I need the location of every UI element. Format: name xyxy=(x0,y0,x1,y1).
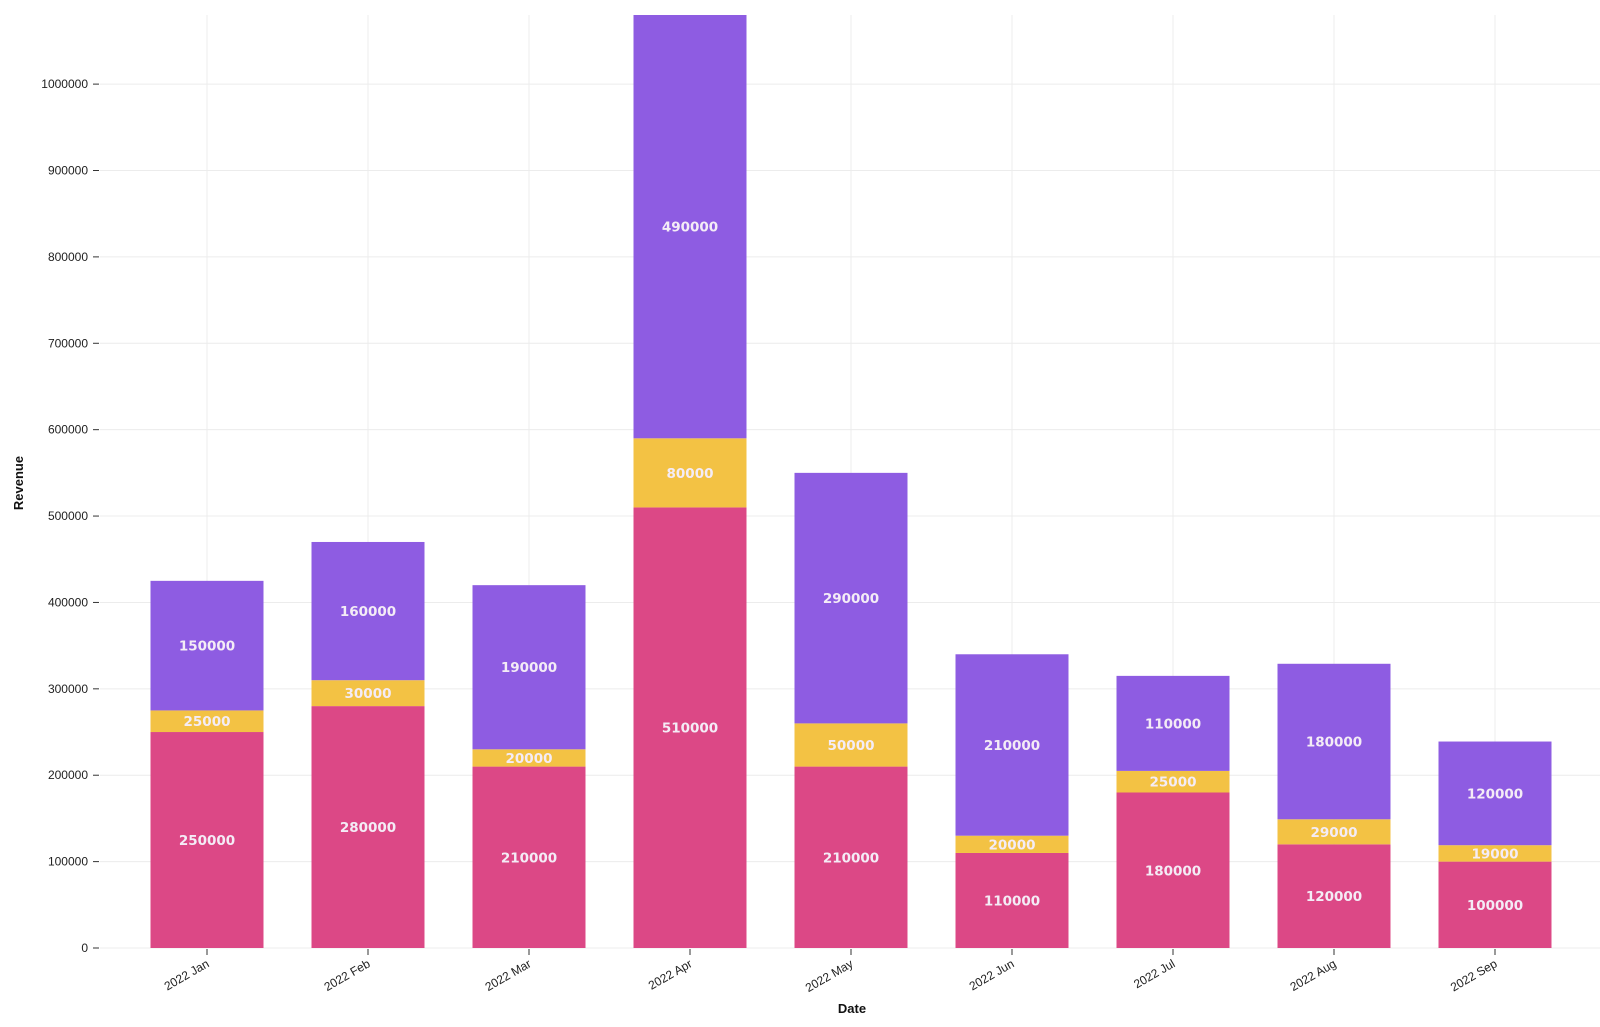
data-label: 100000 xyxy=(1467,898,1523,914)
bar-segment xyxy=(1277,819,1391,845)
x-axis: 2022 Jan 2022 Feb 2022 Mar 2022 Apr 2022 May… xyxy=(162,949,1500,995)
bar-segment xyxy=(1277,663,1391,820)
y-axis-title: Revenue xyxy=(11,456,26,510)
x-tick-label: 2022 Sep xyxy=(1448,956,1500,994)
bar-segment xyxy=(150,580,264,711)
bar-segment xyxy=(1438,845,1552,862)
data-label: 250000 xyxy=(179,833,235,849)
data-label: 210000 xyxy=(984,738,1040,754)
y-tick-label: 900000 xyxy=(48,164,88,178)
bar-segment xyxy=(1438,861,1552,948)
bar-segment xyxy=(794,723,908,767)
data-label: 290000 xyxy=(823,591,879,607)
data-label: 180000 xyxy=(1145,863,1201,879)
data-label: 30000 xyxy=(345,686,392,702)
bar-segment xyxy=(150,710,264,733)
data-label: 190000 xyxy=(501,660,557,676)
bar-segment xyxy=(1116,675,1230,771)
bar-segment xyxy=(955,852,1069,948)
x-tick-label: 2022 Jan xyxy=(162,956,212,993)
y-axis: 0 100000 200000 300000 400000 500000 600000 700… xyxy=(41,77,99,955)
data-label: 25000 xyxy=(1150,775,1197,791)
data-label: 120000 xyxy=(1467,786,1523,802)
data-label: 19000 xyxy=(1472,846,1519,862)
x-tick-label: 2022 May xyxy=(803,956,856,994)
y-tick-label: 1000000 xyxy=(41,77,88,91)
data-label: 490000 xyxy=(662,220,718,236)
bar-segment xyxy=(955,654,1069,836)
y-tick-label: 600000 xyxy=(48,423,88,437)
bar-segment xyxy=(794,472,908,724)
data-label: 510000 xyxy=(662,721,718,737)
bar-segment xyxy=(150,732,264,948)
data-label: 210000 xyxy=(501,850,557,866)
data-label: 20000 xyxy=(506,751,553,767)
bar-segment xyxy=(472,766,586,948)
y-tick-label: 800000 xyxy=(48,250,88,264)
x-tick-label: 2022 Mar xyxy=(483,956,534,993)
data-label: 80000 xyxy=(667,466,714,482)
data-label: 29000 xyxy=(1311,825,1358,841)
y-tick-label: 100000 xyxy=(48,855,88,869)
bar-segment xyxy=(1116,792,1230,948)
y-tick-label: 300000 xyxy=(48,682,88,696)
x-tick-label: 2022 Jun xyxy=(967,956,1017,993)
bar-segment xyxy=(633,507,747,948)
x-tick-label: 2022 Aug xyxy=(1288,956,1339,993)
x-tick-label: 2022 Jul xyxy=(1131,956,1177,991)
data-labels: 250000 25000 150000 280000 30000 160000 210000… xyxy=(179,220,1523,914)
bars xyxy=(150,15,1552,948)
bar-segment xyxy=(1438,741,1552,846)
data-label: 150000 xyxy=(179,639,235,655)
data-label: 160000 xyxy=(340,604,396,620)
bar-segment xyxy=(311,706,425,948)
data-label: 210000 xyxy=(823,850,879,866)
bar-segment xyxy=(955,835,1069,853)
bar-segment xyxy=(1116,770,1230,793)
x-tick-label: 2022 Feb xyxy=(322,956,373,994)
y-tick-label: 400000 xyxy=(48,595,88,609)
bar-segment xyxy=(311,541,425,681)
y-tick-label: 700000 xyxy=(48,336,88,350)
bar-segment xyxy=(1277,844,1391,948)
data-label: 110000 xyxy=(984,893,1040,909)
bar-segment xyxy=(633,15,747,439)
bar-segment xyxy=(472,749,586,767)
data-label: 180000 xyxy=(1306,735,1362,751)
bar-segment xyxy=(794,766,908,948)
data-label: 50000 xyxy=(828,738,875,754)
y-tick-label: 500000 xyxy=(48,509,88,523)
data-label: 120000 xyxy=(1306,889,1362,905)
x-axis-title: Date xyxy=(838,1001,866,1016)
bar-segment xyxy=(472,585,586,750)
x-tick-label: 2022 Apr xyxy=(646,956,695,992)
y-tick-label: 0 xyxy=(81,941,88,955)
data-label: 110000 xyxy=(1145,716,1201,732)
data-label: 280000 xyxy=(340,820,396,836)
bar-segment xyxy=(311,680,425,707)
data-label: 25000 xyxy=(184,714,231,730)
bar-segment xyxy=(633,438,747,508)
y-tick-label: 200000 xyxy=(48,768,88,782)
data-label: 20000 xyxy=(989,837,1036,853)
